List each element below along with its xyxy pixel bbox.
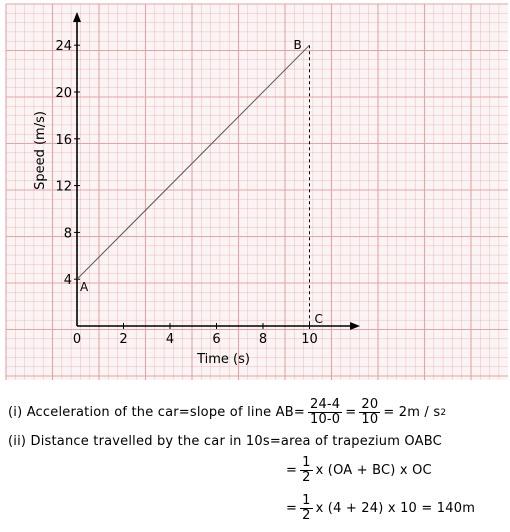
speed-time-graph: 0 2 4 6 8 10 4 8 12 16 20 24 Time (s) Speed (m/s) A B C (5, 3, 508, 380)
point-label-b: B (294, 38, 302, 52)
x-tick-label: 4 (166, 332, 174, 347)
x-tick-label: 8 (259, 332, 267, 347)
line1-frac1-denominator: 10-0 (309, 412, 341, 427)
point-label-a: A (80, 280, 89, 294)
x-tick-label: 0 (73, 332, 81, 347)
x-tick-label: 10 (301, 332, 318, 347)
y-axis-title: Speed (m/s) (33, 111, 48, 190)
y-tick-label: 4 (64, 273, 72, 288)
y-tick-label: 16 (55, 133, 72, 148)
solution-line-2: (ii) Distance travelled by the car in 10… (8, 434, 442, 449)
y-axis-arrow (73, 12, 81, 22)
x-axis-arrow (350, 322, 360, 330)
solution-line-4: = 1 2 x (4 + 24) x 10 = 140m (286, 494, 475, 523)
y-tick-label: 12 (55, 180, 72, 195)
line3-frac-denominator: 2 (302, 470, 311, 485)
line3-fraction: 1 2 (300, 455, 313, 485)
line1-equals: = (345, 405, 357, 420)
line1-result-superscript: 2 (440, 407, 447, 418)
x-axis-title: Time (s) (196, 352, 250, 367)
y-tick-label: 8 (64, 226, 72, 241)
series-line-ab (76, 44, 310, 280)
line1-fraction-1: 24-4 10-0 (307, 397, 343, 427)
line2-text: (ii) Distance travelled by the car in 10… (8, 434, 442, 449)
line4-equals: = (286, 501, 298, 516)
x-tick-label: 6 (212, 332, 220, 347)
x-tick-label: 2 (119, 332, 127, 347)
line3-equals: = (286, 463, 298, 478)
line3-rest: x (OA + BC) x OC (315, 463, 432, 478)
line1-frac2-denominator: 10 (361, 412, 379, 427)
line1-result: = 2m / s (383, 405, 441, 420)
line4-frac-denominator: 2 (302, 508, 311, 523)
line3-frac-numerator: 1 (300, 455, 313, 471)
line1-frac2-numerator: 20 (359, 397, 381, 413)
line1-frac1-numerator: 24-4 (307, 397, 343, 413)
point-label-c: C (315, 312, 323, 326)
line4-fraction: 1 2 (300, 493, 313, 523)
line4-frac-numerator: 1 (300, 493, 313, 509)
line4-rest: x (4 + 24) x 10 = 140m (315, 501, 476, 516)
y-tick-label: 20 (55, 86, 72, 101)
solution-line-3: = 1 2 x (OA + BC) x OC (286, 456, 432, 485)
solution-line-1: (i) Acceleration of the car=slope of lin… (8, 398, 446, 427)
line1-fraction-2: 20 10 (359, 397, 381, 427)
line1-prefix: (i) Acceleration of the car=slope of lin… (8, 405, 305, 420)
y-tick-label: 24 (55, 39, 72, 54)
